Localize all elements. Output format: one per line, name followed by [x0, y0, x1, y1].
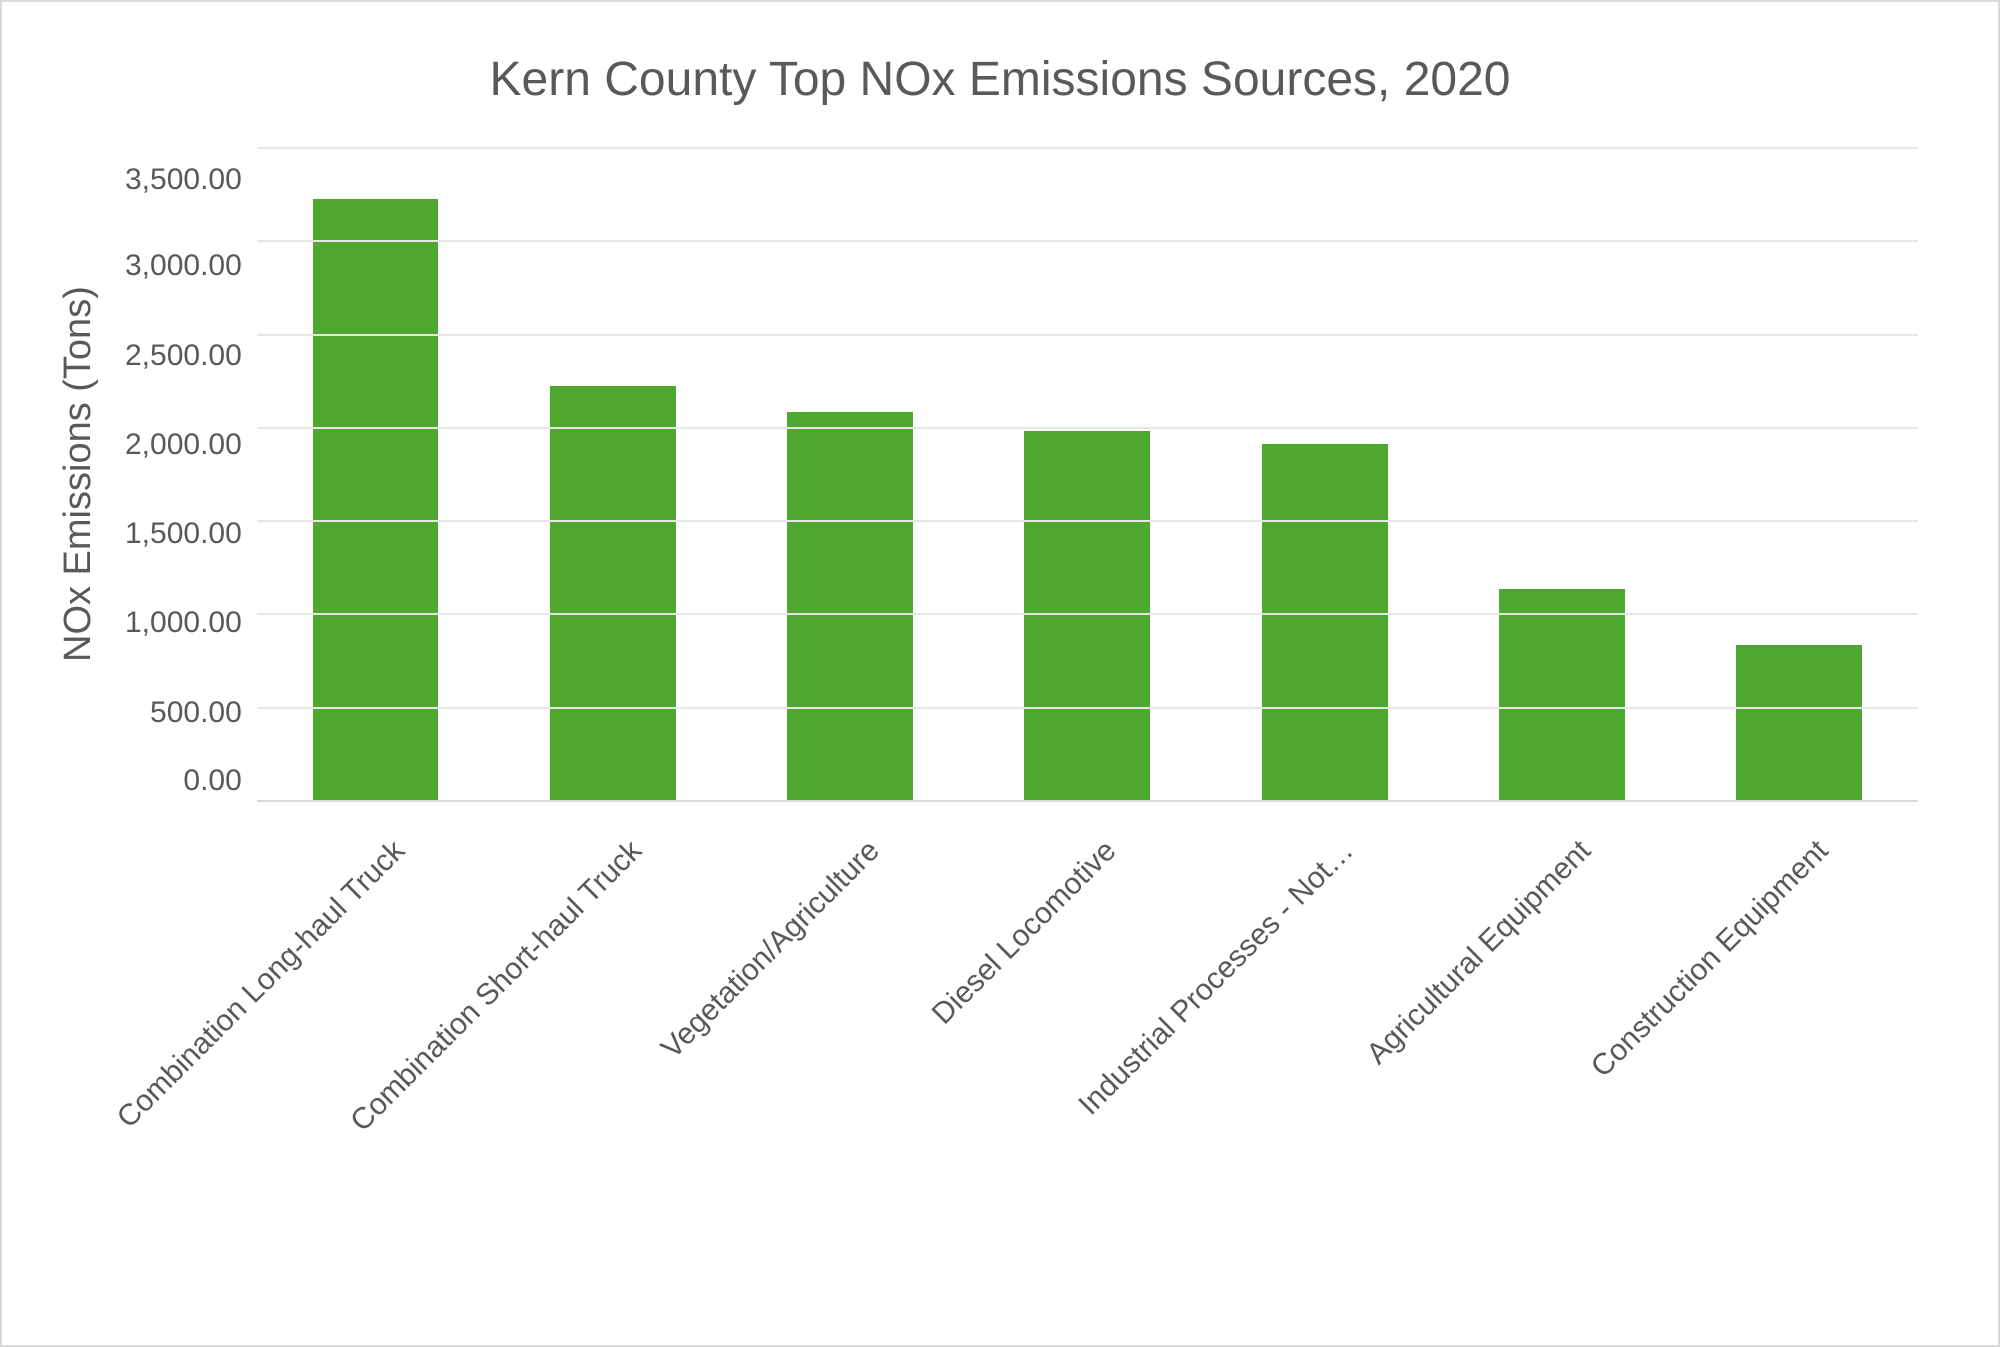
bar — [1262, 444, 1388, 800]
x-axis-labels: Combination Long-haul TruckCombination S… — [257, 822, 1918, 1302]
y-tick-label: 1,000.00 — [125, 608, 242, 638]
x-label-slot: Industrial Processes - Not… — [1206, 822, 1443, 1302]
x-spacer — [42, 802, 257, 1302]
gridline — [257, 147, 1918, 149]
x-label-slot: Combination Short-haul Truck — [494, 822, 731, 1302]
bars-group — [257, 147, 1918, 800]
y-axis-ticks: 3,500.00 3,000.00 2,500.00 2,000.00 1,500.00… — [125, 147, 257, 802]
y-tick-label: 2,500.00 — [125, 341, 242, 371]
bar — [550, 386, 676, 800]
bar — [313, 199, 439, 800]
y-tick-label: 2,000.00 — [125, 430, 242, 460]
x-label-slot: Agricultural Equipment — [1443, 822, 1680, 1302]
gridline — [257, 240, 1918, 242]
gridline — [257, 427, 1918, 429]
bar-slot — [969, 147, 1206, 800]
bar-slot — [1443, 147, 1680, 800]
y-tick-label: 1,500.00 — [125, 519, 242, 549]
x-label-slot: Construction Equipment — [1681, 822, 1918, 1302]
bar — [787, 412, 913, 800]
y-axis-label: NOx Emissions (Tons) — [42, 147, 125, 802]
x-label-slot: Diesel Locomotive — [969, 822, 1206, 1302]
bar-slot — [731, 147, 968, 800]
y-tick-label: 500.00 — [150, 698, 242, 728]
x-label-slot: Combination Long-haul Truck — [257, 822, 494, 1302]
bar-slot — [494, 147, 731, 800]
plot-wrapper: NOx Emissions (Tons) 3,500.00 3,000.00 2,5… — [42, 147, 1958, 802]
gridline — [257, 334, 1918, 336]
bar-slot — [257, 147, 494, 800]
bar-slot — [1206, 147, 1443, 800]
y-tick-label: 3,500.00 — [125, 165, 242, 195]
y-tick-label: 0.00 — [183, 766, 241, 796]
gridline — [257, 613, 1918, 615]
x-label-slot: Vegetation/Agriculture — [732, 822, 969, 1302]
gridline — [257, 520, 1918, 522]
chart-title: Kern County Top NOx Emissions Sources, 2… — [42, 52, 1958, 107]
x-labels-wrapper: Combination Long-haul TruckCombination S… — [42, 802, 1958, 1302]
bar — [1499, 589, 1625, 800]
bar — [1736, 645, 1862, 800]
y-tick-label: 3,000.00 — [125, 251, 242, 281]
chart-container: Kern County Top NOx Emissions Sources, 2… — [0, 0, 2000, 1347]
gridline — [257, 707, 1918, 709]
bar-slot — [1681, 147, 1918, 800]
plot-area — [257, 147, 1918, 802]
